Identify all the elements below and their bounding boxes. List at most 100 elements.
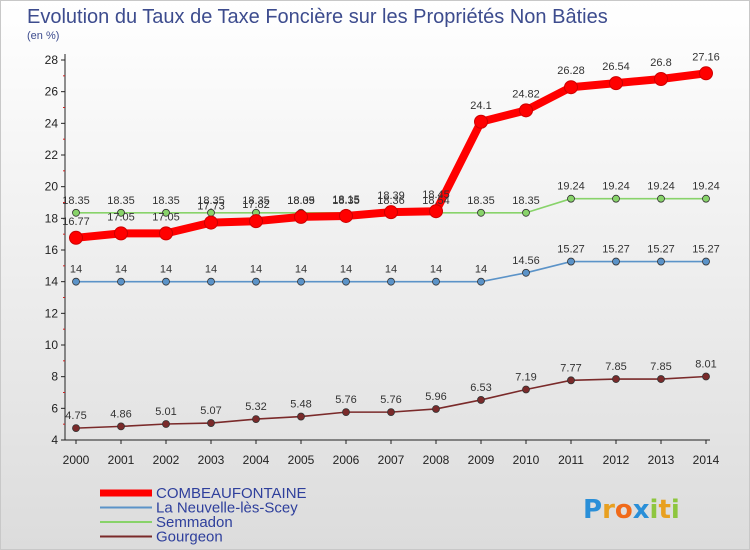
x-tick-label: 2000 (63, 453, 90, 467)
data-label: 18.35 (242, 195, 270, 207)
y-tick-label: 16 (45, 243, 59, 257)
data-point (294, 209, 308, 224)
logo-letter: x (633, 495, 650, 525)
data-label: 18.35 (197, 195, 225, 207)
data-label: 14 (295, 264, 307, 276)
x-axis: 2000 2001 2002 2003 2004 2005 2006 2007 2008 2009… (63, 439, 720, 467)
data-point (654, 72, 668, 86)
data-point (702, 257, 710, 266)
data-label: 14 (475, 264, 487, 276)
data-point (657, 257, 665, 266)
logo-letter: r (602, 495, 615, 525)
data-label: 4.86 (110, 408, 131, 420)
data-label: 17.05 (107, 211, 135, 223)
data-label: 5.76 (380, 394, 401, 406)
y-axis: 4 6 8 10 12 14 16 18 20 22 24 26 28 (45, 53, 66, 447)
y-tick-label: 12 (45, 306, 59, 320)
chart-subtitle: (en %) (27, 30, 59, 42)
data-point (297, 277, 305, 286)
y-tick-label: 20 (45, 180, 59, 194)
logo-letter: o (615, 495, 633, 525)
data-point (564, 80, 578, 95)
data-point (519, 103, 533, 118)
data-label: 19.24 (602, 181, 630, 193)
data-point (117, 277, 125, 286)
data-point (612, 257, 620, 266)
data-label: 5.07 (200, 405, 221, 417)
data-label: 19.24 (647, 181, 675, 193)
y-tick-label: 8 (51, 370, 58, 384)
x-tick-label: 2004 (243, 453, 270, 467)
legend-label: La Neuvelle-lès-Scey (156, 500, 298, 517)
data-point (387, 277, 395, 286)
data-label: 16.77 (62, 216, 90, 228)
data-point (249, 214, 263, 229)
data-label: 14 (430, 264, 442, 276)
y-tick-label: 18 (45, 211, 59, 225)
data-point (429, 204, 443, 219)
x-tick-label: 2009 (468, 453, 495, 467)
data-label: 19.24 (557, 181, 585, 193)
data-point (384, 205, 398, 220)
legend-item: COMBEAUFONTAINE (100, 485, 307, 502)
data-label: 18.35 (512, 195, 540, 207)
y-tick-label: 26 (45, 85, 59, 99)
data-point (72, 277, 80, 286)
data-point (117, 208, 125, 217)
data-point (657, 194, 665, 203)
data-point (339, 208, 353, 223)
data-label: 5.32 (245, 401, 266, 413)
data-point (72, 424, 80, 433)
x-tick-label: 2001 (108, 453, 135, 467)
data-label: 17.73 (197, 201, 225, 213)
data-point (522, 268, 530, 277)
data-label: 18.09 (287, 195, 315, 207)
x-tick-label: 2008 (423, 453, 450, 467)
data-label: 7.77 (560, 362, 581, 374)
data-label: 18.45 (422, 189, 450, 201)
x-tick-label: 2007 (378, 453, 405, 467)
x-tick-label: 2013 (648, 453, 675, 467)
logo-letter: t (658, 495, 670, 525)
data-label: 14 (205, 264, 217, 276)
data-label: 18.54 (422, 195, 450, 207)
data-label: 7.19 (515, 371, 536, 383)
data-point (117, 422, 125, 431)
data-point (162, 277, 170, 286)
data-label: 14 (385, 264, 397, 276)
data-point (432, 277, 440, 286)
data-label: 26.54 (602, 61, 630, 73)
data-label: 7.85 (605, 361, 626, 373)
data-label: 5.01 (155, 406, 176, 418)
data-point (72, 208, 80, 217)
data-label: 18.35 (467, 195, 495, 207)
data-label: 17.05 (152, 211, 180, 223)
data-label: 14.56 (512, 255, 540, 267)
data-label: 24.82 (512, 88, 540, 100)
data-label: 6.53 (470, 382, 491, 394)
logo-letter: i (671, 495, 680, 525)
data-label: 4.75 (65, 410, 86, 422)
data-point (612, 194, 620, 203)
data-point (477, 396, 485, 404)
data-label: 17.82 (242, 199, 270, 211)
proxiti-logo: Proxiti (583, 495, 680, 525)
data-label: 14 (70, 264, 82, 276)
legend-label: Gourgeon (156, 529, 223, 546)
series-layer (69, 66, 713, 433)
data-label: 19.24 (692, 181, 720, 193)
data-point (342, 277, 350, 286)
data-point (702, 372, 710, 381)
data-point (522, 208, 530, 217)
data-point (252, 415, 260, 424)
data-point (522, 385, 530, 394)
y-tick-label: 22 (45, 148, 59, 162)
data-label: 18.36 (377, 195, 405, 207)
data-label: 15.27 (557, 244, 585, 256)
data-label: 18.35 (332, 195, 360, 207)
data-point (207, 419, 215, 427)
data-point (114, 226, 128, 241)
y-tick-label: 4 (51, 433, 58, 447)
series-gourgeon (72, 372, 710, 433)
